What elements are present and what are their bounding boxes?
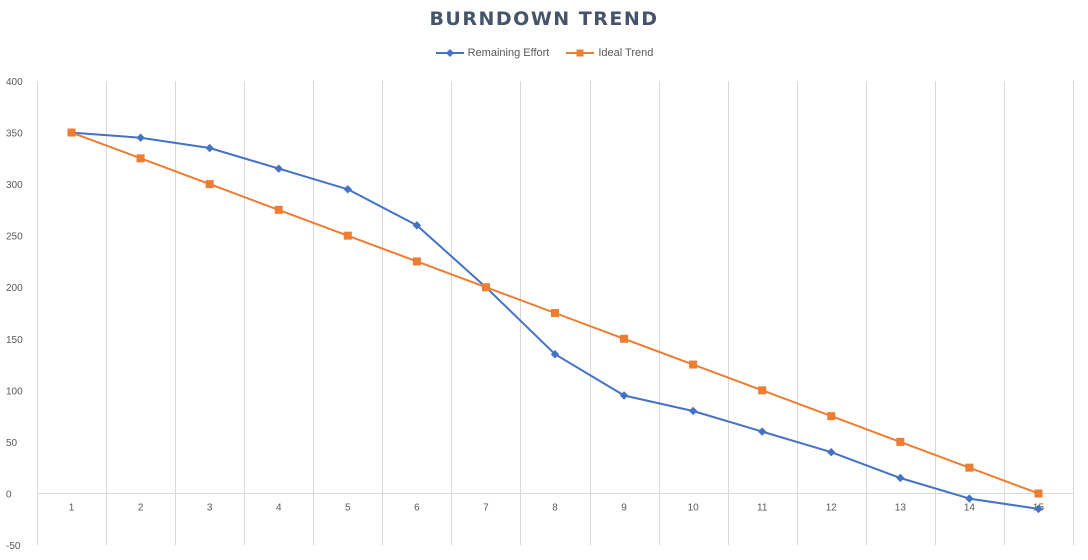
data-point-remaining-effort xyxy=(896,473,905,483)
data-point-remaining-effort xyxy=(550,350,560,359)
data-point-ideal-trend xyxy=(412,257,421,266)
x-tick-label: 4 xyxy=(276,503,282,514)
y-tick-label: 400 xyxy=(6,77,23,88)
y-tick-label: -50 xyxy=(6,541,21,552)
data-point-remaining-effort xyxy=(827,448,836,457)
y-tick-label: 300 xyxy=(6,180,23,191)
data-point-ideal-trend xyxy=(67,128,76,137)
x-tick-label: 10 xyxy=(688,503,700,514)
y-tick-label: 50 xyxy=(6,438,18,449)
y-tick-label: 150 xyxy=(6,335,23,346)
chart-title: BURNDOWN TREND xyxy=(429,8,659,30)
legend-label-remaining-effort: Remaining Effort xyxy=(467,47,550,59)
data-point-remaining-effort xyxy=(205,143,214,153)
series-line-remaining-effort xyxy=(71,131,1039,510)
y-tick-label: 0 xyxy=(6,489,12,500)
data-point-remaining-effort xyxy=(758,427,767,436)
x-tick-label: 9 xyxy=(621,503,627,514)
y-tick-label: 200 xyxy=(6,283,23,294)
legend: Remaining Effort Ideal Trend xyxy=(0,47,1088,59)
x-tick-label: 8 xyxy=(552,503,558,514)
data-point-ideal-trend xyxy=(1034,489,1043,498)
data-point-remaining-effort xyxy=(688,406,698,416)
legend-item-remaining-effort: Remaining Effort xyxy=(435,47,550,59)
data-point-ideal-trend xyxy=(481,283,490,292)
x-tick-label: 11 xyxy=(757,503,768,514)
data-point-ideal-trend xyxy=(205,180,214,189)
data-point-ideal-trend xyxy=(136,154,145,163)
data-point-ideal-trend xyxy=(620,334,629,343)
data-point-ideal-trend xyxy=(343,231,352,240)
square-marker-icon xyxy=(566,49,595,57)
y-tick-label: 350 xyxy=(6,129,23,140)
data-point-remaining-effort xyxy=(343,185,352,194)
x-tick-label: 2 xyxy=(138,503,144,514)
x-tick-label: 3 xyxy=(207,503,213,514)
legend-label-ideal-trend: Ideal Trend xyxy=(598,47,654,59)
x-tick-label: 7 xyxy=(483,503,489,514)
legend-item-ideal-trend: Ideal Trend xyxy=(565,47,653,59)
data-point-ideal-trend xyxy=(965,463,974,472)
x-tick-label: 13 xyxy=(895,503,907,514)
y-tick-label: 100 xyxy=(6,386,23,397)
x-tick-label: 5 xyxy=(345,503,351,514)
data-point-ideal-trend xyxy=(827,412,836,421)
data-point-ideal-trend xyxy=(551,309,559,317)
data-point-remaining-effort xyxy=(412,221,422,230)
x-tick-label: 14 xyxy=(964,503,976,514)
x-tick-label: 1 xyxy=(69,503,75,514)
data-point-remaining-effort xyxy=(1034,504,1043,514)
y-tick-label: 250 xyxy=(6,232,23,243)
data-point-ideal-trend xyxy=(758,386,767,395)
data-point-remaining-effort xyxy=(274,164,283,173)
diamond-marker-icon xyxy=(435,49,464,57)
data-point-ideal-trend xyxy=(896,437,905,446)
x-tick-label: 6 xyxy=(414,503,420,514)
data-point-remaining-effort xyxy=(965,494,974,503)
data-point-ideal-trend xyxy=(274,205,283,214)
data-point-remaining-effort xyxy=(136,133,145,142)
x-tick-label: 12 xyxy=(826,503,838,514)
data-point-ideal-trend xyxy=(689,360,698,369)
data-point-remaining-effort xyxy=(619,391,629,400)
